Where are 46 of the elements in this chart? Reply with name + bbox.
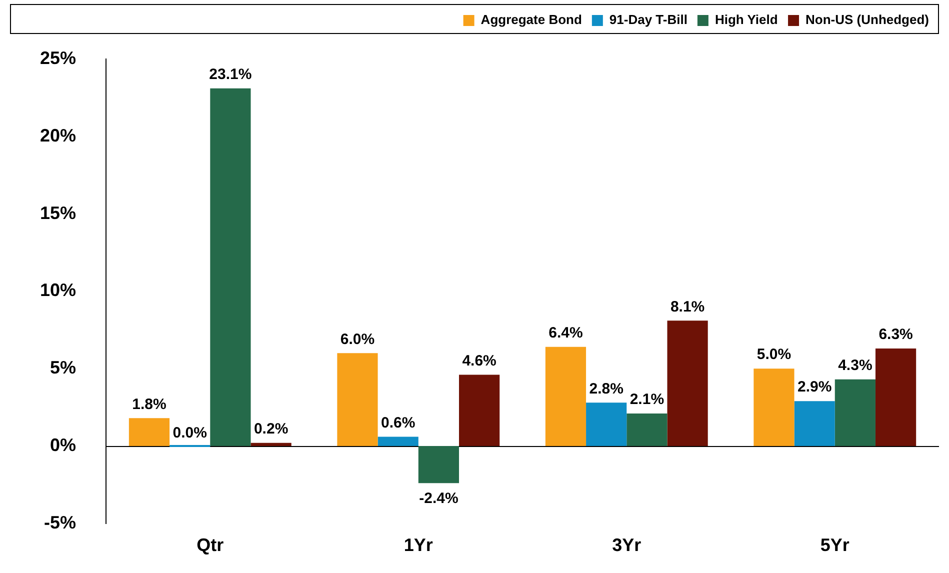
bar [210, 88, 251, 446]
data-label: 5.0% [756, 346, 792, 364]
bar [834, 379, 876, 446]
y-tick-label: -5% [44, 512, 76, 532]
bar [418, 446, 459, 484]
data-label: -2.4% [419, 490, 458, 507]
data-label: 6.0% [340, 330, 375, 348]
data-label: 0.0% [172, 424, 207, 442]
legend-label: High Yield [714, 12, 778, 28]
y-tick-label: 0% [50, 434, 76, 455]
x-tick-label: Qtr [196, 535, 224, 556]
bar [337, 353, 378, 446]
data-label: 0.2% [254, 420, 288, 438]
data-label: 4.6% [462, 352, 496, 370]
data-label: 1.8% [132, 396, 166, 413]
x-tick-label: 3Yr [612, 535, 642, 556]
bar [545, 346, 586, 446]
data-label: 6.3% [878, 326, 913, 344]
bar [128, 418, 170, 446]
legend-label: 91-Day T-Bill [609, 12, 688, 28]
x-tick-label: 5Yr [820, 535, 850, 556]
bar [586, 402, 627, 446]
data-label: 6.4% [548, 324, 583, 342]
data-label: 2.8% [589, 380, 624, 398]
bar [794, 401, 835, 446]
data-label: 8.1% [670, 298, 705, 316]
legend-label: Aggregate Bond [480, 12, 582, 28]
legend-label: Non-US (Unhedged) [806, 12, 930, 28]
bar [875, 348, 916, 446]
data-label: 2.1% [630, 391, 664, 408]
bar [754, 368, 794, 446]
data-label: 0.6% [380, 414, 416, 432]
bar [378, 436, 418, 446]
bar [459, 374, 500, 446]
y-tick-label: 15% [40, 202, 76, 223]
data-label: 2.9% [797, 378, 832, 396]
data-label: 4.3% [838, 357, 872, 374]
y-tick-label: 10% [40, 280, 76, 300]
x-tick-label: 1Yr [404, 535, 433, 556]
y-tick-label: 5% [50, 358, 76, 378]
bar [250, 442, 292, 446]
data-label: 23.1% [209, 66, 252, 84]
y-tick-label: 20% [40, 125, 76, 146]
y-tick-label: 25% [40, 48, 76, 68]
bar [667, 320, 708, 446]
bar [626, 413, 668, 446]
